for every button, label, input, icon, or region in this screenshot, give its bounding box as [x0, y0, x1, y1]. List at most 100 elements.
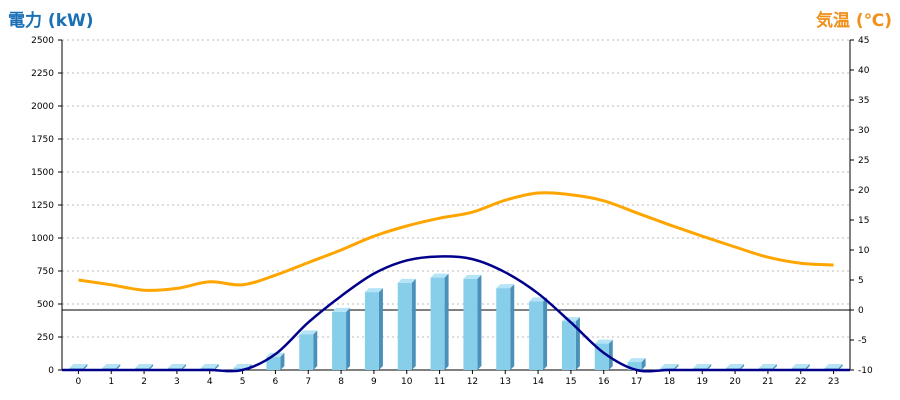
- bar-side: [707, 364, 712, 370]
- bar-top: [758, 364, 777, 368]
- left-tick-label: 1250: [31, 201, 54, 211]
- bar: [561, 317, 580, 370]
- bar-face: [594, 343, 609, 370]
- bar: [627, 358, 646, 370]
- bar: [496, 284, 515, 370]
- bar-top: [69, 364, 88, 368]
- right-tick-label: -5: [858, 336, 867, 346]
- bar-top: [824, 364, 843, 368]
- right-tick-label: 30: [858, 126, 870, 136]
- bar-face: [463, 278, 478, 370]
- bar-top: [627, 358, 646, 363]
- x-tick-label: 23: [828, 377, 839, 387]
- bar-side: [838, 364, 843, 370]
- left-tick-label: 500: [37, 300, 54, 310]
- bar: [364, 288, 383, 370]
- bar-top: [693, 364, 712, 368]
- x-tick-label: 13: [500, 377, 511, 387]
- bar-side: [477, 274, 482, 370]
- left-tick-label: 250: [37, 333, 54, 343]
- x-tick-label: 3: [174, 377, 180, 387]
- bar-top: [594, 339, 613, 344]
- bar-top: [167, 364, 186, 368]
- bar-top: [726, 364, 745, 368]
- left-tick-label: 1500: [31, 168, 54, 178]
- bar-top: [135, 364, 154, 368]
- bar-side: [575, 317, 580, 370]
- right-tick-label: 45: [858, 36, 869, 46]
- bar-side: [116, 364, 121, 370]
- bar-top: [791, 364, 810, 368]
- bar-side: [510, 284, 515, 370]
- bar-face: [627, 362, 642, 370]
- x-tick-label: 2: [141, 377, 147, 387]
- bar-top: [463, 274, 482, 279]
- x-tick-label: 20: [729, 377, 741, 387]
- bar-side: [674, 364, 679, 370]
- bar-face: [299, 334, 314, 370]
- right-tick-label: 10: [858, 246, 870, 256]
- x-tick-label: 17: [631, 377, 642, 387]
- x-tick-label: 21: [762, 377, 773, 387]
- left-tick-label: 0: [48, 366, 54, 376]
- bar-side: [280, 352, 285, 370]
- x-tick-label: 4: [207, 377, 213, 387]
- right-tick-label: 25: [858, 156, 869, 166]
- bar-face: [332, 311, 347, 370]
- bar-side: [214, 364, 219, 370]
- left-axis-title: 電力 (kW): [8, 11, 94, 31]
- left-tick-label: 2500: [31, 36, 54, 46]
- bar-face: [266, 356, 281, 370]
- bar-top: [299, 330, 318, 335]
- bar-side: [83, 364, 88, 370]
- x-tick-label: 14: [532, 377, 544, 387]
- bar-side: [805, 364, 810, 370]
- x-tick-label: 9: [371, 377, 377, 387]
- bar-side: [641, 358, 646, 370]
- x-tick-label: 1: [108, 377, 114, 387]
- bar-face: [496, 288, 511, 370]
- x-tick-label: 6: [273, 377, 279, 387]
- left-tick-label: 1750: [31, 135, 54, 145]
- bar-face: [430, 277, 445, 370]
- bar-top: [332, 307, 351, 312]
- bar-side: [181, 364, 186, 370]
- x-tick-label: 15: [565, 377, 576, 387]
- right-tick-label: 15: [858, 216, 869, 226]
- bar-side: [346, 307, 351, 370]
- bar-face: [561, 321, 576, 370]
- bar: [332, 307, 351, 370]
- bar-side: [740, 364, 745, 370]
- power-curve-line: [61, 255, 850, 373]
- bar-side: [411, 278, 416, 370]
- right-tick-label: 0: [858, 306, 864, 316]
- x-tick-label: 5: [240, 377, 246, 387]
- bar-top: [397, 278, 416, 283]
- bar-top: [364, 288, 383, 293]
- bar-face: [233, 368, 248, 370]
- temperature-line: [78, 191, 834, 292]
- x-tick-label: 19: [697, 377, 709, 387]
- x-tick-label: 8: [338, 377, 344, 387]
- right-tick-label: 20: [858, 186, 870, 196]
- bar-side: [149, 364, 154, 370]
- x-tick-label: 10: [401, 377, 413, 387]
- right-axis-title: 気温 (℃): [815, 11, 892, 31]
- bar-top: [660, 364, 679, 368]
- right-tick-label: 40: [858, 66, 870, 76]
- right-tick-label: 35: [858, 96, 869, 106]
- bar: [529, 297, 548, 370]
- bar-face: [529, 301, 544, 370]
- left-tick-label: 2000: [31, 102, 54, 112]
- bar-top: [102, 364, 121, 368]
- bar-top: [496, 284, 515, 289]
- left-tick-label: 1000: [31, 234, 54, 244]
- right-tick-label: 5: [858, 276, 864, 286]
- bar-side: [313, 330, 318, 370]
- bar-side: [378, 288, 383, 370]
- bar-face: [364, 292, 379, 370]
- bar-face: [397, 282, 412, 370]
- left-tick-label: 2250: [31, 69, 54, 79]
- x-tick-label: 16: [598, 377, 610, 387]
